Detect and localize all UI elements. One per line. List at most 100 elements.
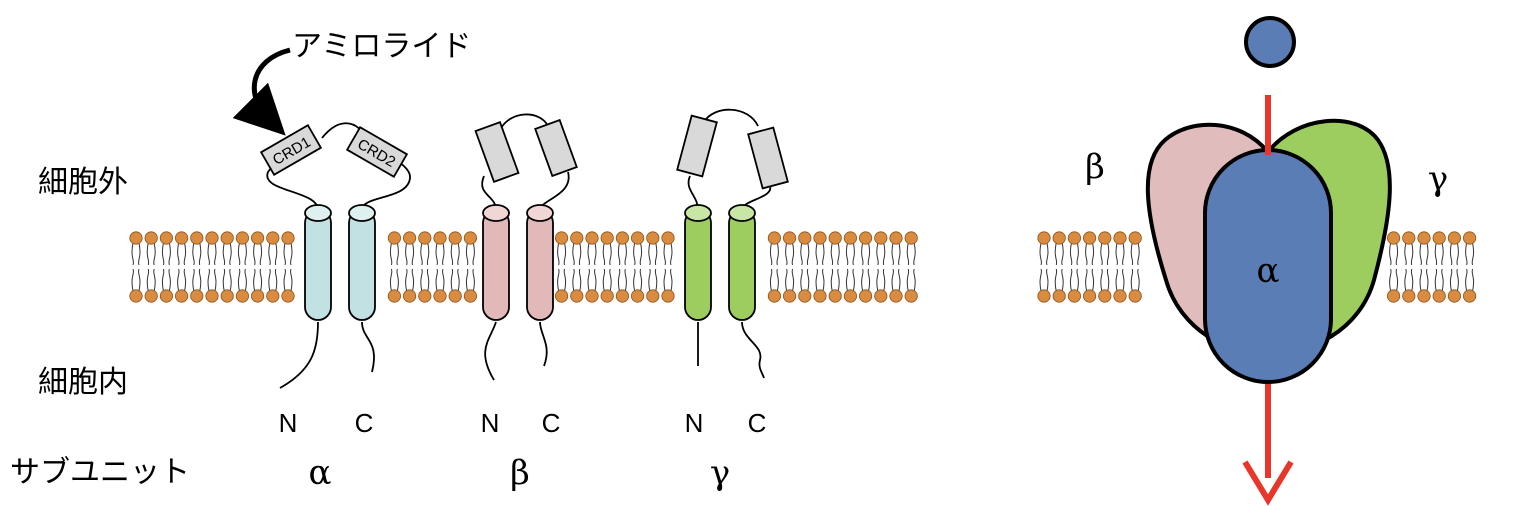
- lipid-head: [767, 289, 782, 303]
- lipid-head: [585, 289, 599, 303]
- lipid-head: [1052, 289, 1066, 303]
- crd2-box: CRD2: [345, 126, 409, 178]
- beta-crd2-box: [534, 118, 578, 178]
- lipid-head: [129, 231, 143, 245]
- gamma-helix-1: [684, 204, 712, 321]
- complex-gamma-label: γ: [1428, 159, 1448, 199]
- lipid-head: [646, 289, 660, 303]
- lipid-head: [646, 231, 660, 245]
- alpha-subunit: CRD1 CRD2: [259, 122, 411, 389]
- lipid-head: [205, 231, 219, 245]
- lipid-head: [266, 289, 280, 303]
- extracellular-label: 細胞外: [38, 165, 128, 200]
- lipid-head: [418, 289, 432, 303]
- lipid-head: [418, 231, 432, 245]
- lipid-head: [1128, 289, 1142, 303]
- lipid-head: [1037, 231, 1051, 245]
- lipid-head: [433, 231, 447, 245]
- lipid-head: [1113, 231, 1127, 245]
- lipid-head: [1067, 231, 1082, 245]
- gamma-crd2-box: [747, 126, 789, 190]
- beta-n-label: N: [481, 408, 500, 438]
- lipid-head: [448, 289, 462, 303]
- lipid-head: [585, 231, 599, 245]
- lipid-head: [782, 231, 797, 245]
- lipid-bilayer-right: [1037, 231, 1477, 303]
- lipid-head: [828, 289, 842, 303]
- lipid-head: [1052, 231, 1066, 245]
- beta-crd1-box: [474, 121, 520, 183]
- alpha-greek-label: α: [309, 453, 332, 493]
- complex-beta-label: β: [1085, 147, 1105, 187]
- lipid-head: [813, 231, 827, 245]
- lipid-head: [858, 289, 873, 303]
- lipid-head: [220, 289, 234, 303]
- lipid-bilayer-left: [129, 231, 918, 303]
- lipid-head: [281, 231, 295, 245]
- lipid-head: [129, 289, 143, 303]
- lipid-head: [175, 231, 189, 245]
- beta-subunit: [474, 113, 578, 381]
- gamma-helix-2: [728, 204, 756, 321]
- lipid-head: [1447, 289, 1462, 303]
- lipid-head: [554, 289, 569, 303]
- alpha-n-label: N: [279, 408, 298, 438]
- lipid-head: [570, 231, 584, 245]
- lipid-head: [463, 289, 477, 303]
- lipid-head: [402, 231, 417, 245]
- lipid-head: [1387, 231, 1401, 245]
- lipid-head: [843, 289, 858, 303]
- beta-helix-1: [482, 204, 510, 321]
- lipid-head: [1098, 289, 1112, 303]
- lipid-head: [190, 289, 204, 303]
- lipid-head: [1128, 231, 1142, 245]
- lipid-head: [159, 289, 173, 303]
- lipid-head: [1083, 289, 1097, 303]
- lipid-head: [828, 231, 842, 245]
- beta-greek-label: β: [510, 453, 530, 493]
- lipid-head: [798, 289, 812, 303]
- lipid-head: [615, 289, 630, 303]
- lipid-head: [1432, 289, 1446, 303]
- lipid-head: [235, 289, 249, 303]
- lipid-head: [1417, 289, 1431, 303]
- lipid-head: [813, 289, 827, 303]
- gamma-n-label: N: [685, 408, 704, 438]
- lipid-head: [782, 289, 797, 303]
- lipid-head: [798, 231, 812, 245]
- beta-helix-2: [526, 204, 554, 321]
- lipid-head: [463, 231, 477, 245]
- lipid-head: [448, 231, 462, 245]
- lipid-head: [600, 231, 614, 245]
- channel-complex: α: [1145, 118, 1392, 384]
- lipid-head: [1037, 289, 1051, 303]
- lipid-head: [1432, 231, 1446, 245]
- amiloride-arrow: [232, 47, 291, 136]
- sodium-ion: [1244, 16, 1296, 68]
- alpha-helix-1: [304, 204, 332, 321]
- lipid-head: [570, 289, 584, 303]
- lipid-head: [144, 231, 158, 245]
- lipid-head: [767, 231, 782, 245]
- lipid-head: [1083, 231, 1097, 245]
- lipid-head: [433, 289, 447, 303]
- lipid-head: [251, 231, 265, 245]
- lipid-head: [1113, 289, 1127, 303]
- gamma-c-label: C: [748, 408, 767, 438]
- lipid-head: [205, 289, 219, 303]
- crd1-box: CRD1: [259, 124, 323, 176]
- gamma-greek-label: γ: [710, 453, 730, 493]
- lipid-head: [402, 289, 417, 303]
- lipid-head: [1463, 231, 1477, 245]
- lipid-head: [1463, 289, 1477, 303]
- lipid-head: [843, 231, 858, 245]
- lipid-head: [220, 231, 234, 245]
- lipid-head: [266, 231, 280, 245]
- alpha-c-label: C: [355, 408, 374, 438]
- lipid-head: [144, 289, 158, 303]
- lipid-head: [1387, 289, 1401, 303]
- lipid-head: [1098, 231, 1112, 245]
- lipid-head: [235, 231, 249, 245]
- lipid-head: [661, 289, 675, 303]
